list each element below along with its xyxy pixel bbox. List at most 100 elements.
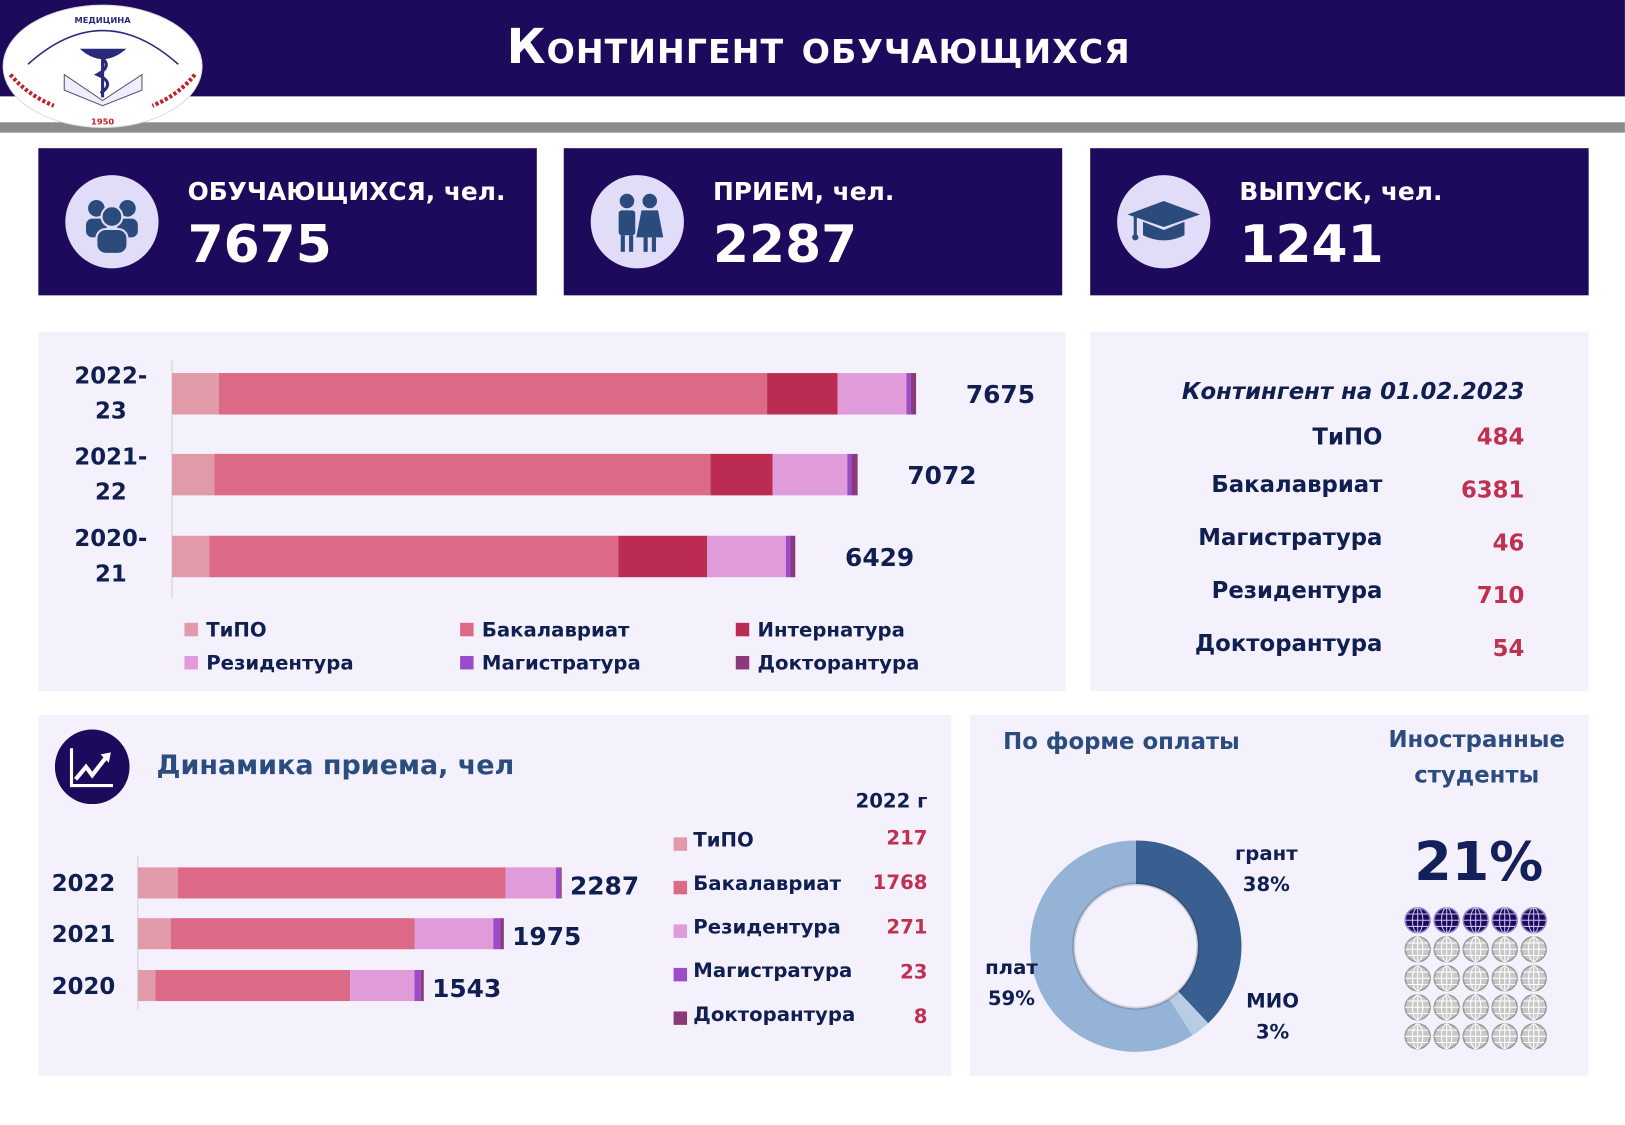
students-card: ОБУЧАЮЩИХСЯ, чел. 7675 xyxy=(38,148,537,296)
foreign-title: Иностранные студенты xyxy=(1364,723,1590,793)
contingent-bar-chart: 7675 2022-23 7072 2021-22 6429 2020-21 ТиПО Бак… xyxy=(74,360,1035,674)
card-label: ВЫПУСК, чел. xyxy=(1239,177,1443,207)
year-label: 2022-23 xyxy=(74,363,147,424)
foreign-title-line2: студенты xyxy=(1414,762,1540,789)
globe-icon xyxy=(1404,936,1431,963)
bar-total-label: 1543 xyxy=(432,974,501,1003)
globe-lines xyxy=(1463,936,1489,962)
legend-swatch xyxy=(735,655,750,670)
globe-lines xyxy=(1463,907,1489,933)
bar-segment-2 xyxy=(505,867,556,899)
bar-segment-3 xyxy=(707,535,786,578)
bar-segment-2 xyxy=(414,918,494,950)
legend-label: Резидентура xyxy=(206,651,353,674)
contingent-row-value: 484 xyxy=(1476,424,1525,451)
legend-label: Магистратура xyxy=(693,959,853,983)
legend-swatch xyxy=(460,622,474,637)
globe-icon xyxy=(1520,936,1547,963)
bar-segment-0 xyxy=(172,373,219,415)
bar-segment-1 xyxy=(218,373,768,415)
globe-lines xyxy=(1492,994,1518,1020)
payment-donut-chart: грант 38% МИО 3% плат 59% xyxy=(985,840,1299,1052)
bar-segment-1 xyxy=(209,535,619,578)
donut-slice-грант xyxy=(1135,840,1242,1024)
header-divider xyxy=(0,122,1625,133)
card-label: ПРИЕМ, чел. xyxy=(712,177,895,207)
admission-bar-chart: 2287 2022 1975 2021 1543 2020 xyxy=(52,855,639,1010)
legend-label: Магистратура xyxy=(482,651,641,674)
legend-swatch xyxy=(673,880,688,895)
legend-label: Бакалавриат xyxy=(693,872,841,896)
legend-label: Резидентура xyxy=(693,916,841,939)
bar-total-label: 2287 xyxy=(570,871,639,900)
slice-name-label: МИО xyxy=(1246,989,1299,1012)
globe-lines xyxy=(1434,1023,1460,1049)
admission-panel: Динамика приема, чел 2022 г 2287 2022 1975… xyxy=(38,715,952,1076)
globe-lines xyxy=(1405,907,1431,933)
globe-lines xyxy=(1463,965,1489,991)
globe-icon xyxy=(1404,1023,1431,1050)
bar-segment-1 xyxy=(155,969,351,1002)
children-icon xyxy=(590,175,684,269)
globe-icon xyxy=(1433,1023,1460,1050)
legend-label: ТиПО xyxy=(206,618,266,641)
payment-title: По форме оплаты xyxy=(1003,729,1240,756)
legend-label: Интернатура xyxy=(758,618,905,641)
globe-icon xyxy=(1491,907,1518,934)
legend-label: ТиПО xyxy=(693,829,754,852)
university-logo: МЕДИЦИНА 1950 xyxy=(2,4,203,128)
contingent-summary-panel: Контингент на 01.02.2023 ТиПО 484 Бакалавр… xyxy=(1090,331,1589,692)
globe-icon xyxy=(1462,965,1489,992)
globe-lines xyxy=(1492,907,1518,933)
legend-value: 217 xyxy=(886,826,928,850)
globe-lines xyxy=(1521,1023,1547,1049)
bar-segment-4 xyxy=(500,918,504,950)
bar-segment-1 xyxy=(178,867,506,899)
globe-icon xyxy=(1433,994,1460,1021)
bar-segment-2 xyxy=(350,969,415,1002)
globe-icon xyxy=(1520,907,1547,934)
foreign-percent: 21% xyxy=(1414,831,1544,894)
donut-slice-плат xyxy=(1030,840,1193,1052)
year-header: 2022 г xyxy=(855,789,928,813)
globe-icon xyxy=(1520,965,1547,992)
globe-icon xyxy=(1404,907,1431,934)
legend-swatch xyxy=(673,837,688,851)
year-label: 2022 xyxy=(52,871,115,897)
globe-icon xyxy=(1433,965,1460,992)
bar-total-label: 7072 xyxy=(907,461,976,490)
year-label: 2020-21 xyxy=(74,526,147,587)
legend-value: 8 xyxy=(913,1005,928,1029)
contingent-chart-panel: 7675 2022-23 7072 2021-22 6429 2020-21 ТиПО Бак… xyxy=(38,331,1066,692)
globe-icon xyxy=(1404,994,1431,1021)
bar-segment-2 xyxy=(618,535,708,578)
bar-segment-2 xyxy=(710,453,773,496)
legend-value: 271 xyxy=(886,916,928,939)
card-value: 2287 xyxy=(712,214,858,275)
legend-label: Докторантура xyxy=(693,1003,856,1026)
svg-text:МЕДИЦИНА: МЕДИЦИНА xyxy=(75,15,132,25)
globe-lines xyxy=(1521,907,1547,933)
legend-swatch xyxy=(673,924,688,938)
globe-lines xyxy=(1521,994,1547,1020)
contingent-row-label: Магистратура xyxy=(1198,525,1383,552)
header-bar xyxy=(0,0,1625,97)
bar-segment-1 xyxy=(171,918,415,950)
globe-icon xyxy=(1491,965,1518,992)
globe-lines xyxy=(1434,907,1460,933)
year-label: 2020 xyxy=(52,974,115,1000)
contingent-row-label: Резидентура xyxy=(1211,578,1383,605)
bar-segment-5 xyxy=(851,453,858,496)
globe-icon xyxy=(1520,1023,1547,1050)
globe-icon xyxy=(1491,1023,1518,1050)
svg-text:1950: 1950 xyxy=(91,116,114,126)
admission-title: Динамика приема, чел xyxy=(156,750,515,782)
contingent-date-title: Контингент на 01.02.2023 xyxy=(1181,379,1525,406)
legend-swatch xyxy=(460,655,474,670)
bar-segment-5 xyxy=(910,373,917,415)
bar-segment-4 xyxy=(785,535,791,578)
bar-total-label: 7675 xyxy=(966,380,1035,409)
graduates-card: ВЫПУСК, чел. 1241 xyxy=(1090,148,1589,296)
legend-value: 23 xyxy=(900,960,928,984)
bar-segment-3 xyxy=(555,867,561,899)
